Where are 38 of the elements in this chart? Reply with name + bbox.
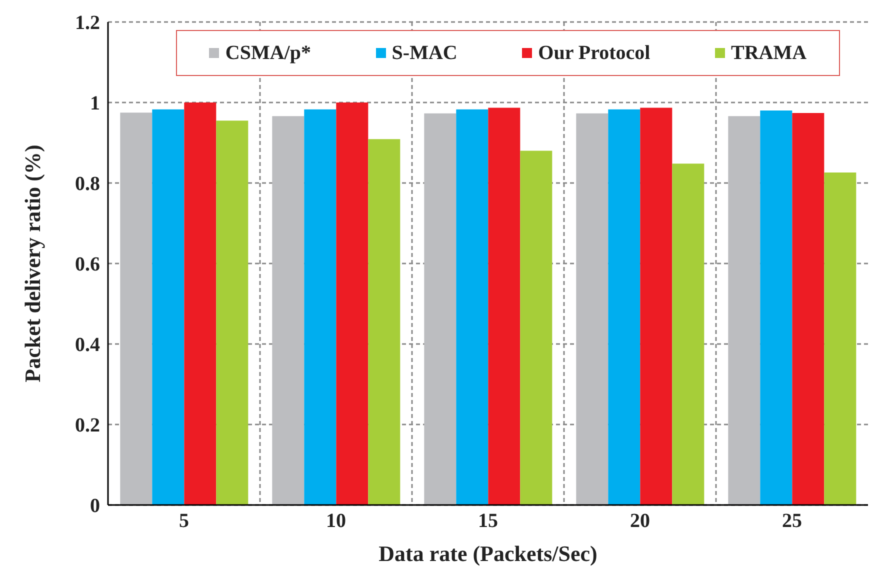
bar bbox=[728, 116, 760, 505]
bar bbox=[672, 164, 704, 505]
bar bbox=[368, 139, 400, 505]
x-tick-label: 15 bbox=[478, 510, 498, 532]
bar bbox=[640, 108, 672, 505]
legend-label: CSMA/p* bbox=[224, 42, 311, 64]
bar bbox=[520, 150, 552, 505]
bar bbox=[120, 112, 152, 505]
bar bbox=[216, 120, 248, 505]
x-tick-label: 25 bbox=[782, 510, 802, 532]
legend-label: TRAMA bbox=[730, 42, 807, 64]
bar bbox=[760, 110, 792, 505]
y-tick-label: 1 bbox=[90, 92, 100, 115]
x-tick-label: 10 bbox=[326, 510, 346, 532]
bar bbox=[576, 113, 608, 505]
bar bbox=[184, 102, 216, 505]
bar bbox=[488, 108, 520, 505]
y-axis-title: Packet delivery ratio (%) bbox=[20, 144, 45, 382]
bar bbox=[424, 113, 456, 505]
bar bbox=[824, 172, 856, 505]
bar bbox=[456, 109, 488, 505]
bar bbox=[792, 112, 824, 505]
x-tick-label: 20 bbox=[630, 510, 650, 532]
y-tick-label: 0.6 bbox=[75, 254, 100, 276]
y-tick-label: 0.4 bbox=[75, 334, 100, 356]
y-tick-label: 0.8 bbox=[75, 173, 100, 196]
x-axis-title: Data rate (Packets/Sec) bbox=[378, 541, 598, 566]
bar bbox=[152, 109, 184, 505]
y-tick-label: 0.2 bbox=[75, 414, 100, 437]
y-tick-label: 1.2 bbox=[75, 12, 100, 34]
y-tick-label: 0 bbox=[90, 495, 100, 518]
legend-label: Our Protocol bbox=[537, 42, 650, 64]
bar bbox=[608, 109, 640, 505]
bar bbox=[336, 102, 368, 505]
bar bbox=[304, 109, 336, 505]
legend-label: S-MAC bbox=[390, 42, 458, 64]
x-tick-label: 5 bbox=[179, 510, 189, 532]
bar bbox=[272, 116, 304, 505]
